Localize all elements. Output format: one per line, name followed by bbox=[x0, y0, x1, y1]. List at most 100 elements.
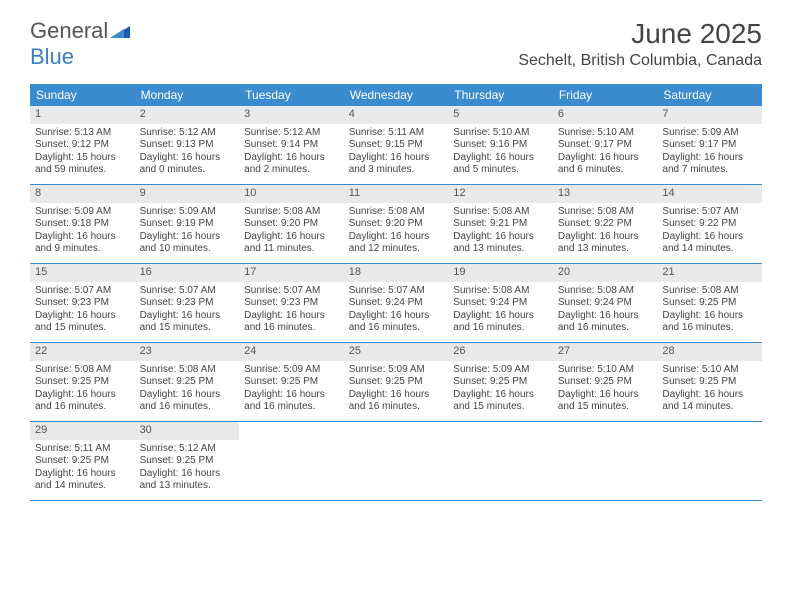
day-number: 9 bbox=[135, 185, 240, 203]
daylight-text: Daylight: 16 hours bbox=[35, 468, 130, 481]
day-number: 5 bbox=[448, 106, 553, 124]
day-number: 25 bbox=[344, 343, 449, 361]
daylight-text: Daylight: 16 hours bbox=[35, 231, 130, 244]
day-cell: 12 Sunrise: 5:08 AMSunset: 9:21 PMDayligh… bbox=[448, 185, 553, 263]
sunset-text: Sunset: 9:16 PM bbox=[453, 139, 548, 152]
day-number: 11 bbox=[344, 185, 449, 203]
day-cell: 30Sunrise: 5:12 AMSunset: 9:25 PMDayligh… bbox=[135, 422, 240, 500]
daylight-text: Daylight: 16 hours bbox=[349, 389, 444, 402]
daylight-text: and 16 minutes. bbox=[140, 401, 235, 414]
sunset-text: Sunset: 9:20 PM bbox=[244, 218, 339, 231]
sunrise-text: Sunrise: 5:08 AM bbox=[453, 206, 548, 219]
daylight-text: and 12 minutes. bbox=[349, 243, 444, 256]
day-cell: 27Sunrise: 5:10 AMSunset: 9:25 PMDayligh… bbox=[553, 343, 658, 421]
sunset-text: Sunset: 9:19 PM bbox=[140, 218, 235, 231]
sunset-text: Sunset: 9:24 PM bbox=[558, 297, 653, 310]
sunrise-text: Sunrise: 5:08 AM bbox=[35, 364, 130, 377]
day-cell bbox=[448, 422, 553, 500]
sunrise-text: Sunrise: 5:08 AM bbox=[558, 206, 653, 219]
daylight-text: and 9 minutes. bbox=[35, 243, 130, 256]
day-cell: 19Sunrise: 5:08 AMSunset: 9:24 PMDayligh… bbox=[448, 264, 553, 342]
day-cell: 18Sunrise: 5:07 AMSunset: 9:24 PMDayligh… bbox=[344, 264, 449, 342]
sunset-text: Sunset: 9:21 PM bbox=[453, 218, 548, 231]
sunset-text: Sunset: 9:17 PM bbox=[662, 139, 757, 152]
daylight-text: and 6 minutes. bbox=[558, 164, 653, 177]
daylight-text: Daylight: 16 hours bbox=[140, 152, 235, 165]
week-row: 29Sunrise: 5:11 AMSunset: 9:25 PMDayligh… bbox=[30, 422, 762, 501]
daylight-text: Daylight: 16 hours bbox=[244, 231, 339, 244]
day-number: 27 bbox=[553, 343, 658, 361]
day-number: 13 bbox=[553, 185, 658, 203]
daylight-text: Daylight: 16 hours bbox=[349, 231, 444, 244]
daylight-text: and 10 minutes. bbox=[140, 243, 235, 256]
sunset-text: Sunset: 9:15 PM bbox=[349, 139, 444, 152]
day-number: 28 bbox=[657, 343, 762, 361]
day-cell: 9Sunrise: 5:09 AMSunset: 9:19 PMDaylight… bbox=[135, 185, 240, 263]
sunrise-text: Sunrise: 5:09 AM bbox=[349, 364, 444, 377]
day-cell: 7Sunrise: 5:09 AMSunset: 9:17 PMDaylight… bbox=[657, 106, 762, 184]
weekday-friday: Friday bbox=[553, 84, 658, 106]
day-cell: 8Sunrise: 5:09 AMSunset: 9:18 PMDaylight… bbox=[30, 185, 135, 263]
sunrise-text: Sunrise: 5:07 AM bbox=[349, 285, 444, 298]
daylight-text: Daylight: 16 hours bbox=[35, 389, 130, 402]
sunrise-text: Sunrise: 5:08 AM bbox=[453, 285, 548, 298]
daylight-text: and 16 minutes. bbox=[35, 401, 130, 414]
daylight-text: Daylight: 16 hours bbox=[662, 231, 757, 244]
weekday-wednesday: Wednesday bbox=[344, 84, 449, 106]
weekday-sunday: Sunday bbox=[30, 84, 135, 106]
day-cell: 14Sunrise: 5:07 AMSunset: 9:22 PMDayligh… bbox=[657, 185, 762, 263]
day-number: 30 bbox=[135, 422, 240, 440]
day-number: 15 bbox=[30, 264, 135, 282]
daylight-text: and 2 minutes. bbox=[244, 164, 339, 177]
day-number: 22 bbox=[30, 343, 135, 361]
day-number: 7 bbox=[657, 106, 762, 124]
daylight-text: Daylight: 16 hours bbox=[662, 389, 757, 402]
daylight-text: and 15 minutes. bbox=[558, 401, 653, 414]
day-number: 3 bbox=[239, 106, 344, 124]
sunrise-text: Sunrise: 5:12 AM bbox=[140, 443, 235, 456]
daylight-text: Daylight: 16 hours bbox=[558, 389, 653, 402]
sunrise-text: Sunrise: 5:08 AM bbox=[244, 206, 339, 219]
sunrise-text: Sunrise: 5:08 AM bbox=[558, 285, 653, 298]
daylight-text: Daylight: 16 hours bbox=[453, 389, 548, 402]
day-number: 19 bbox=[448, 264, 553, 282]
daylight-text: and 16 minutes. bbox=[349, 322, 444, 335]
daylight-text: Daylight: 16 hours bbox=[662, 152, 757, 165]
brand-logo: General bbox=[30, 18, 130, 44]
day-number: 26 bbox=[448, 343, 553, 361]
day-cell: 5Sunrise: 5:10 AMSunset: 9:16 PMDaylight… bbox=[448, 106, 553, 184]
day-number: 18 bbox=[344, 264, 449, 282]
sunrise-text: Sunrise: 5:07 AM bbox=[244, 285, 339, 298]
sunset-text: Sunset: 9:20 PM bbox=[349, 218, 444, 231]
sunrise-text: Sunrise: 5:09 AM bbox=[453, 364, 548, 377]
sunset-text: Sunset: 9:14 PM bbox=[244, 139, 339, 152]
sunset-text: Sunset: 9:25 PM bbox=[662, 297, 757, 310]
sunset-text: Sunset: 9:25 PM bbox=[35, 376, 130, 389]
daylight-text: and 5 minutes. bbox=[453, 164, 548, 177]
page-header: General June 2025 Sechelt, British Colum… bbox=[0, 0, 792, 76]
sunset-text: Sunset: 9:25 PM bbox=[453, 376, 548, 389]
daylight-text: Daylight: 16 hours bbox=[453, 231, 548, 244]
daylight-text: and 13 minutes. bbox=[558, 243, 653, 256]
weekday-tuesday: Tuesday bbox=[239, 84, 344, 106]
location-label: Sechelt, British Columbia, Canada bbox=[518, 52, 762, 70]
daylight-text: and 14 minutes. bbox=[662, 243, 757, 256]
sunrise-text: Sunrise: 5:09 AM bbox=[140, 206, 235, 219]
logo-triangle-icon bbox=[110, 18, 130, 44]
day-number: 12 bbox=[448, 185, 553, 203]
daylight-text: and 13 minutes. bbox=[453, 243, 548, 256]
daylight-text: and 13 minutes. bbox=[140, 480, 235, 493]
daylight-text: Daylight: 16 hours bbox=[140, 468, 235, 481]
sunset-text: Sunset: 9:17 PM bbox=[558, 139, 653, 152]
sunrise-text: Sunrise: 5:08 AM bbox=[349, 206, 444, 219]
brand-part2: Blue bbox=[30, 44, 74, 70]
sunrise-text: Sunrise: 5:12 AM bbox=[140, 127, 235, 140]
day-number: 16 bbox=[135, 264, 240, 282]
day-number: 1 bbox=[30, 106, 135, 124]
daylight-text: Daylight: 16 hours bbox=[558, 152, 653, 165]
sunrise-text: Sunrise: 5:10 AM bbox=[558, 364, 653, 377]
sunset-text: Sunset: 9:12 PM bbox=[35, 139, 130, 152]
daylight-text: and 16 minutes. bbox=[558, 322, 653, 335]
sunrise-text: Sunrise: 5:09 AM bbox=[244, 364, 339, 377]
daylight-text: and 15 minutes. bbox=[140, 322, 235, 335]
